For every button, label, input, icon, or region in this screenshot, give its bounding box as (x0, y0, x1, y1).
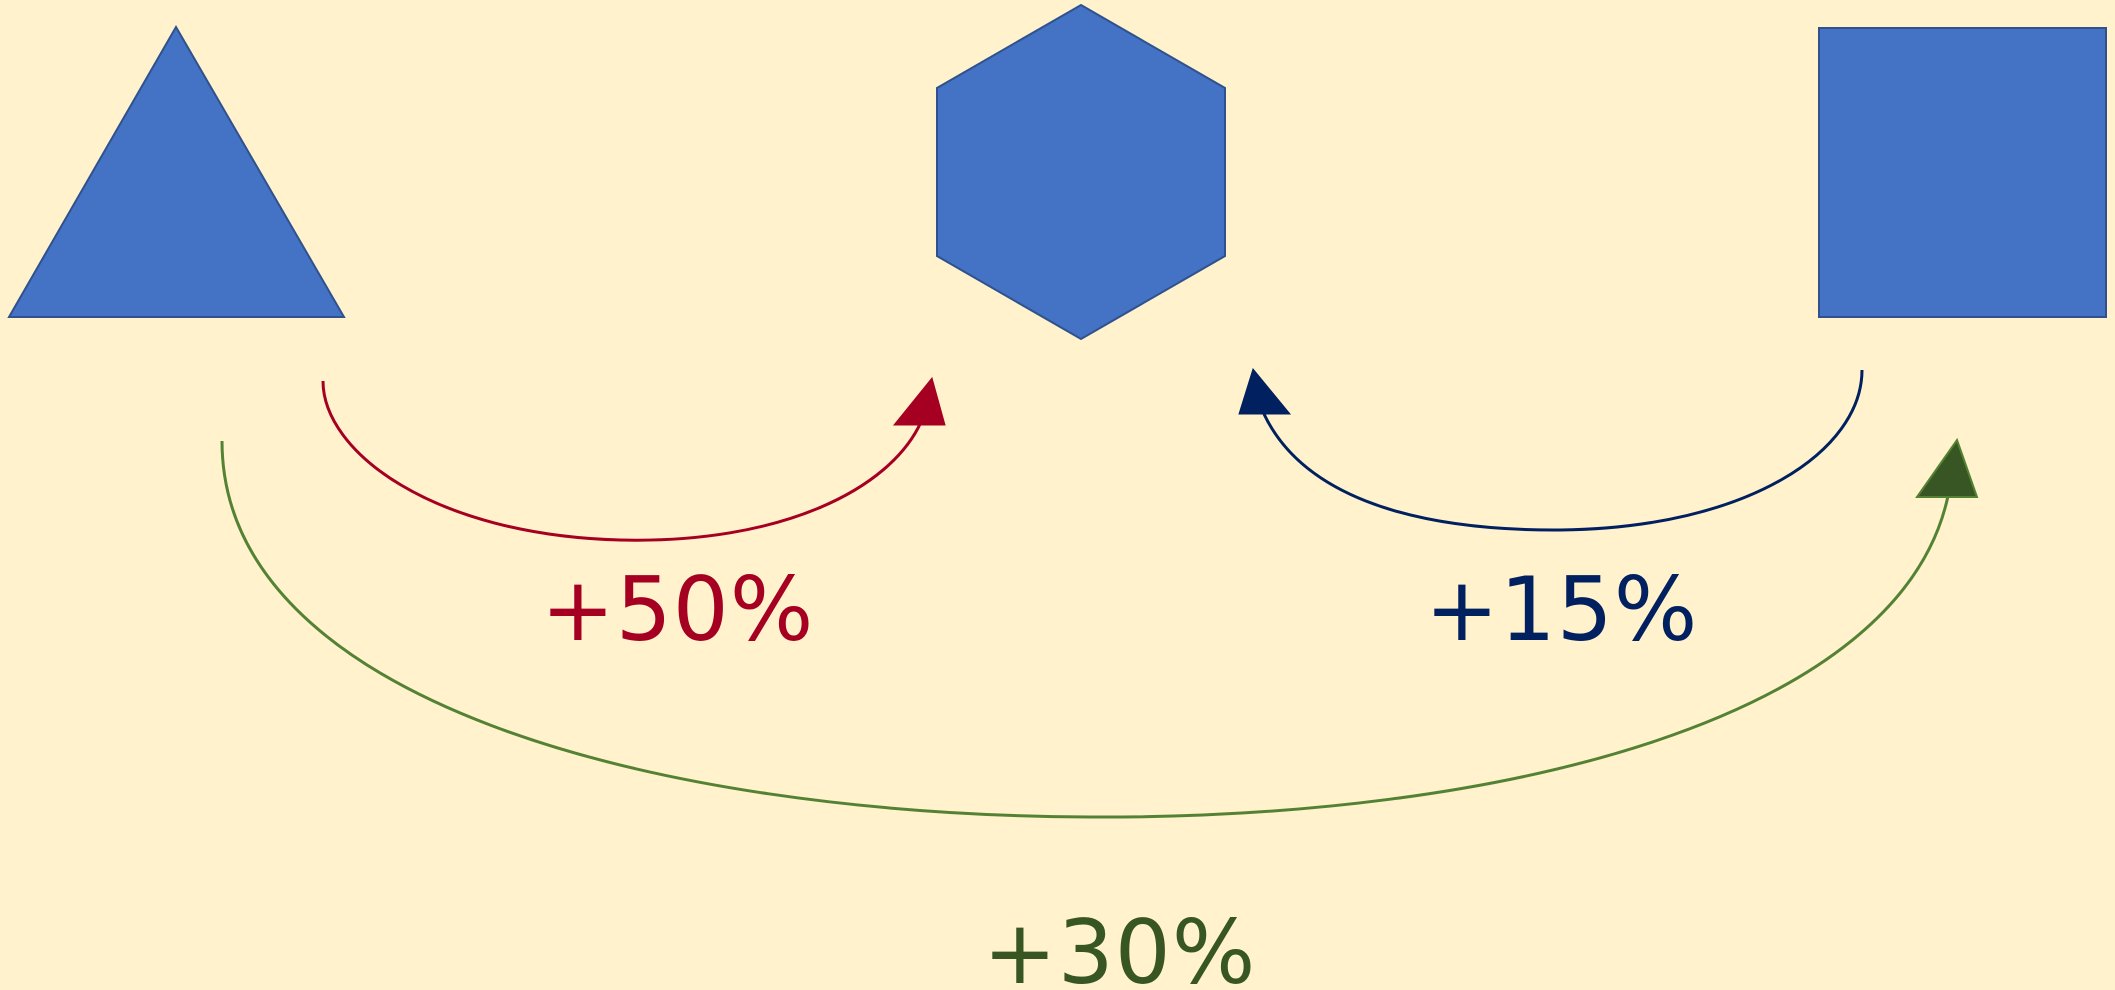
green-percent-label: +30% (983, 901, 1256, 990)
square-shape (1819, 28, 2106, 317)
navy-arrow-curve (1264, 370, 1862, 530)
navy-arrowhead-icon (1239, 369, 1290, 414)
arrow-triangle-to-square (222, 440, 1977, 817)
triangle-shape (9, 27, 344, 317)
arrow-square-to-hexagon (1239, 369, 1862, 530)
green-arrowhead-icon (1917, 440, 1977, 497)
red-arrowhead-icon (894, 378, 945, 425)
red-arrow-curve (323, 381, 921, 540)
red-percent-label: +50% (541, 558, 814, 661)
navy-percent-label: +15% (1425, 558, 1698, 661)
arrow-triangle-to-hexagon (323, 378, 945, 540)
hexagon-shape (937, 5, 1225, 339)
